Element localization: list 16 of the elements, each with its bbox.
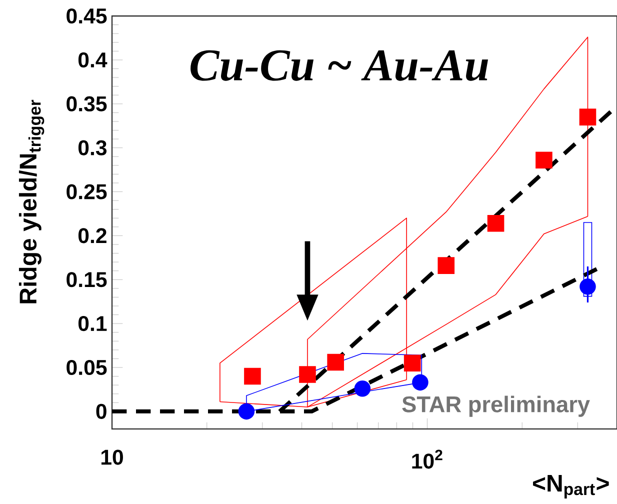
y-tick-label: 0.4 xyxy=(78,52,108,68)
y-tick-label: 0.3 xyxy=(78,140,107,156)
x-axis-title: <N$_{part}$> xyxy=(533,475,609,498)
text: Cu-Cu ~ Au-Au xyxy=(190,50,488,81)
y-tick-label: 0 xyxy=(96,404,106,419)
annotation: STAR preliminary xyxy=(402,396,590,417)
y-tick-label: 0.35 xyxy=(66,96,107,112)
y-axis-title: Ridge yield/N$_{trigger}$ xyxy=(18,100,44,304)
y-tick-label: 0.1 xyxy=(78,316,107,332)
y-tick-label: 0.2 xyxy=(78,228,106,244)
y-tick-label: 0.45 xyxy=(66,8,107,24)
y-tick-label: 0.15 xyxy=(66,272,107,288)
y-tick-label: 0.25 xyxy=(66,184,107,200)
y-tick-label: 0.05 xyxy=(66,360,107,376)
x-tick-label: 10 xyxy=(101,450,123,465)
x-tick-label: 10$^{2}$ xyxy=(412,450,442,469)
